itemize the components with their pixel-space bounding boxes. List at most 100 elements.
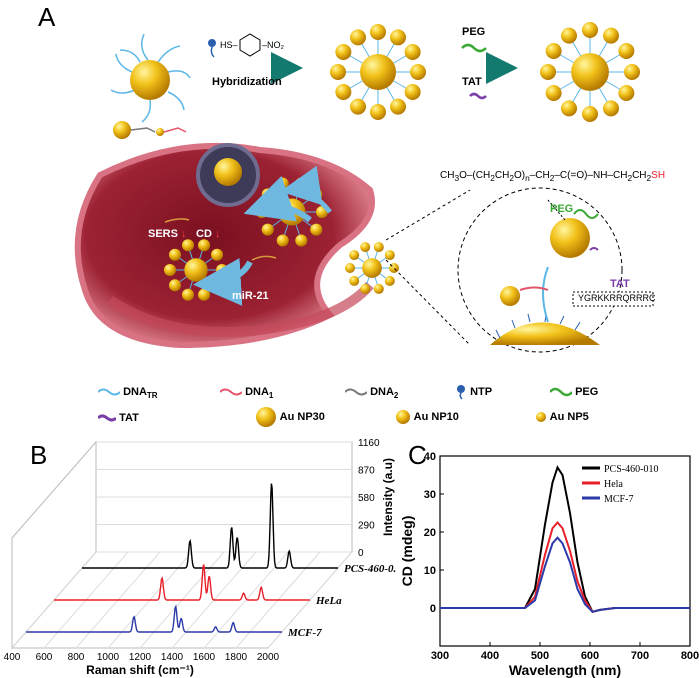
y-tick-label: 10 [424,565,436,577]
cd-label: CD ↓ [196,228,221,240]
y-tick-label: 0 [430,603,436,615]
y-axis-label: CD (mdeg) [400,516,415,587]
satellite-aunp10 [168,279,181,292]
legend-dna-2: DNA2 [344,386,398,400]
assembly-cluster-1 [330,24,426,120]
satellite-aunp10 [373,283,384,294]
legend-label: Hela [604,479,623,490]
ntp-reagent: HS– –NO₂ [208,33,285,58]
core-aunp30 [362,258,382,278]
legend-aunp30: Au NP30 [255,406,325,428]
satellite-aunp10 [582,106,598,122]
satellite-aunp10 [390,98,406,115]
satellite-aunp10 [384,275,395,286]
aunp30-dna-tr [110,33,191,123]
svg-text:–NO₂: –NO₂ [262,40,285,50]
x-axis-label: Wavelength (nm) [509,662,621,678]
x-tick-label: 1400 [161,652,184,663]
series-line [26,604,282,633]
satellite-aunp10 [310,223,323,236]
panel-b-letter: B [30,440,48,470]
legend-dna-tr: DNATR [97,386,158,400]
panel-a-illustration: HS– –NO₂ [74,22,654,353]
satellite-aunp10 [330,64,346,80]
tat-inset-label: TAT [610,278,630,290]
satellite-aunp10 [216,264,228,276]
y-tick-label: 40 [424,451,436,463]
aunp10-dna1-dna2 [113,121,187,139]
z-tick-label: 290 [358,521,375,532]
satellite-aunp10 [370,24,386,40]
satellite-aunp10 [603,27,619,44]
satellite-aunp10 [350,29,366,46]
zoom-inset [385,187,654,353]
series-line [54,564,310,601]
satellite-aunp10 [603,100,619,117]
satellite-aunp10 [561,27,577,44]
peg-squiggle-icon [461,43,487,53]
peg-inset-label: PEG [550,203,574,215]
series-line [440,536,690,613]
x-tick-label: 600 [36,652,53,663]
satellite-aunp10 [181,239,194,252]
x-tick-label: 700 [631,650,649,662]
raman-chart: 400 600 800 1000 1200 1400 1600 1800 2000 0 290 580… [4,438,397,677]
x-tick-label: 1600 [193,652,216,663]
satellite-aunp10 [404,84,421,100]
satellite-aunp10 [276,234,289,247]
x-tick-label: 500 [531,650,549,662]
satellite-aunp10 [373,242,384,253]
panel-a-letter: A [38,2,56,32]
satellite-aunp10 [350,98,366,115]
x-axis-label: Raman shift (cm⁻¹) [86,663,194,677]
satellite-aunp10 [164,264,176,276]
legend-ntp: NTP [455,384,492,400]
z-axis-label: Intensity (a.u) [381,458,395,536]
satellite-aunp10 [545,43,562,59]
legend-tat: TAT [96,412,139,424]
satellite-aunp10 [410,64,426,80]
z-tick-label: 1160 [358,438,380,449]
satellite-aunp10 [181,288,194,301]
legend-peg: PEG [549,386,598,398]
satellite-aunp10 [624,64,640,80]
assembly-cluster-2 [540,22,640,122]
x-tick-label: 1200 [129,652,152,663]
series-line [440,465,690,613]
satellite-aunp10 [384,250,395,261]
satellite-aunp10 [345,263,355,273]
satellite-aunp10 [295,234,308,247]
x-tick-label: 600 [581,650,599,662]
series-line [440,520,690,613]
satellite-aunp10 [198,239,211,252]
satellite-aunp10 [561,100,577,117]
cd-chart: 300 400 500 600 700 800 0 10 20 30 40 Wavelength (n… [400,451,699,678]
tat-step-label: TAT [462,76,482,88]
side-wall [11,440,97,650]
panel-c-letter: C [408,440,427,470]
series-label: MCF-7 [287,627,322,639]
z-tick-label: 870 [358,466,375,477]
satellite-aunp10 [335,84,352,100]
satellite-aunp10 [360,242,371,253]
satellite-aunp10 [349,275,360,286]
y-tick-label: 30 [424,489,436,501]
mirna-label: miR-21 [232,290,269,302]
satellite-aunp10 [370,104,386,120]
satellite-aunp10 [618,85,635,101]
satellite-aunp10 [390,29,406,46]
x-tick-label: 800 [68,652,85,663]
satellite-aunp10 [545,85,562,101]
satellite-aunp10 [360,283,371,294]
satellite-aunp10 [168,248,181,261]
legend-label: MCF-7 [604,494,633,505]
satellite-aunp10 [349,250,360,261]
x-tick-label: 300 [431,650,449,662]
legend-aunp5: Au NP5 [535,411,589,423]
x-tick-label: 1800 [225,652,248,663]
satellite-aunp10 [211,248,224,261]
satellite-aunp10 [618,43,635,59]
x-tick-label: 2000 [257,652,280,663]
svg-text:HS–: HS– [220,40,238,50]
satellite-aunp10 [540,64,556,80]
